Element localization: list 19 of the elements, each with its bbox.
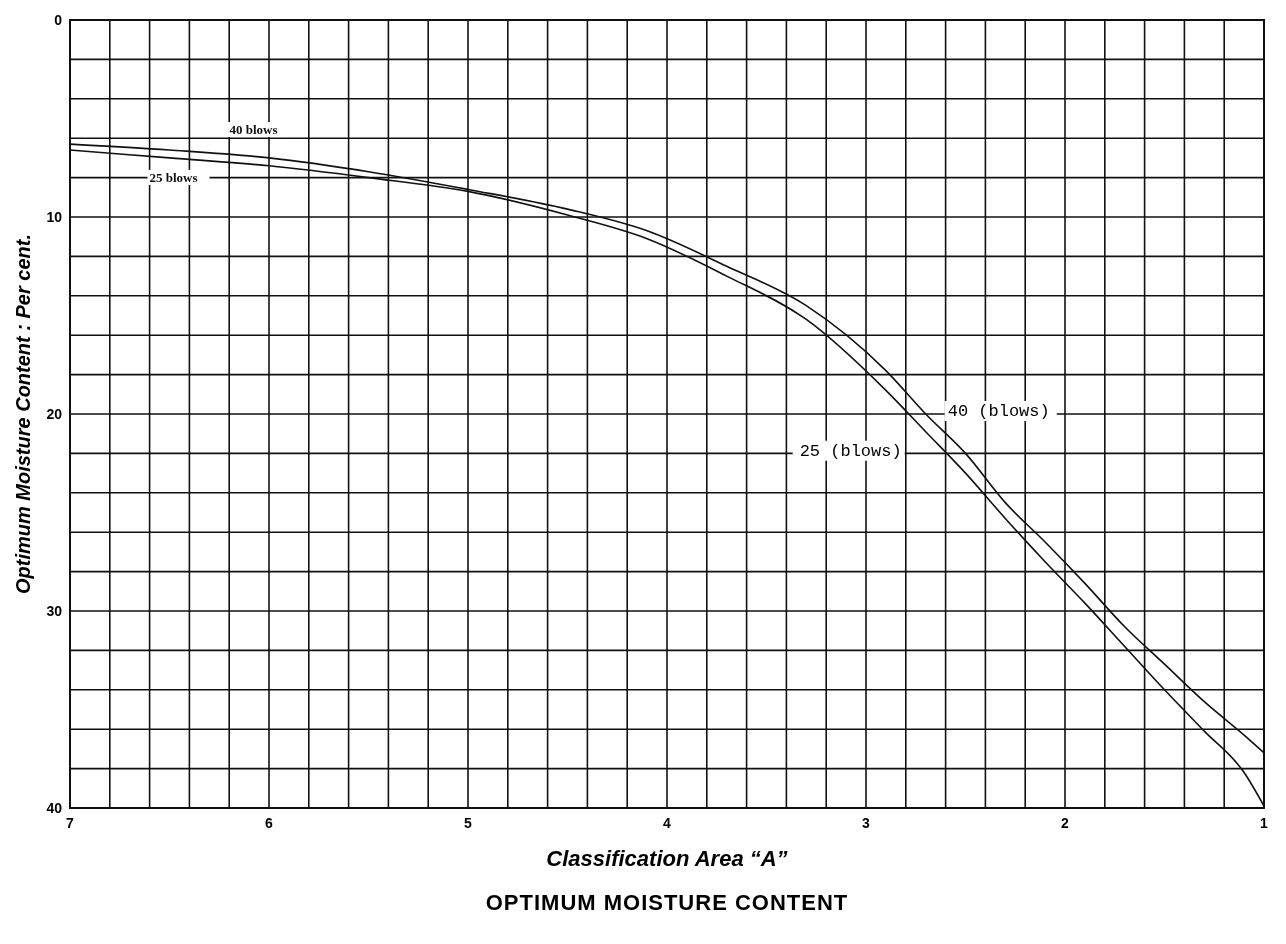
y-tick-label: 40 [46,800,63,816]
y-tick-label: 10 [46,209,63,225]
x-axis-title: Classification Area “A” [546,846,788,871]
y-tick-label: 30 [46,603,63,619]
annotation: 40 (blows) [947,402,1050,421]
x-tick-label: 1 [1260,815,1269,831]
series-label: 25 blows [149,169,198,185]
x-tick-label: 4 [663,815,672,831]
y-axis-title: Optimum Moisture Content : Per cent. [12,233,34,595]
y-tick-label: 0 [54,12,63,28]
x-tick-label: 7 [66,815,75,831]
text: OPTIMUM MOISTURE CONTENT [485,890,849,915]
x-tick-label: 2 [1061,815,1070,831]
x-tick-label: 5 [464,815,473,831]
series-label: 40 blows [229,122,278,138]
annotation: 25 (blows) [799,441,902,461]
y-tick-label: 20 [46,406,63,422]
x-tick-label: 6 [265,815,274,831]
x-tick-label: 3 [862,815,871,831]
